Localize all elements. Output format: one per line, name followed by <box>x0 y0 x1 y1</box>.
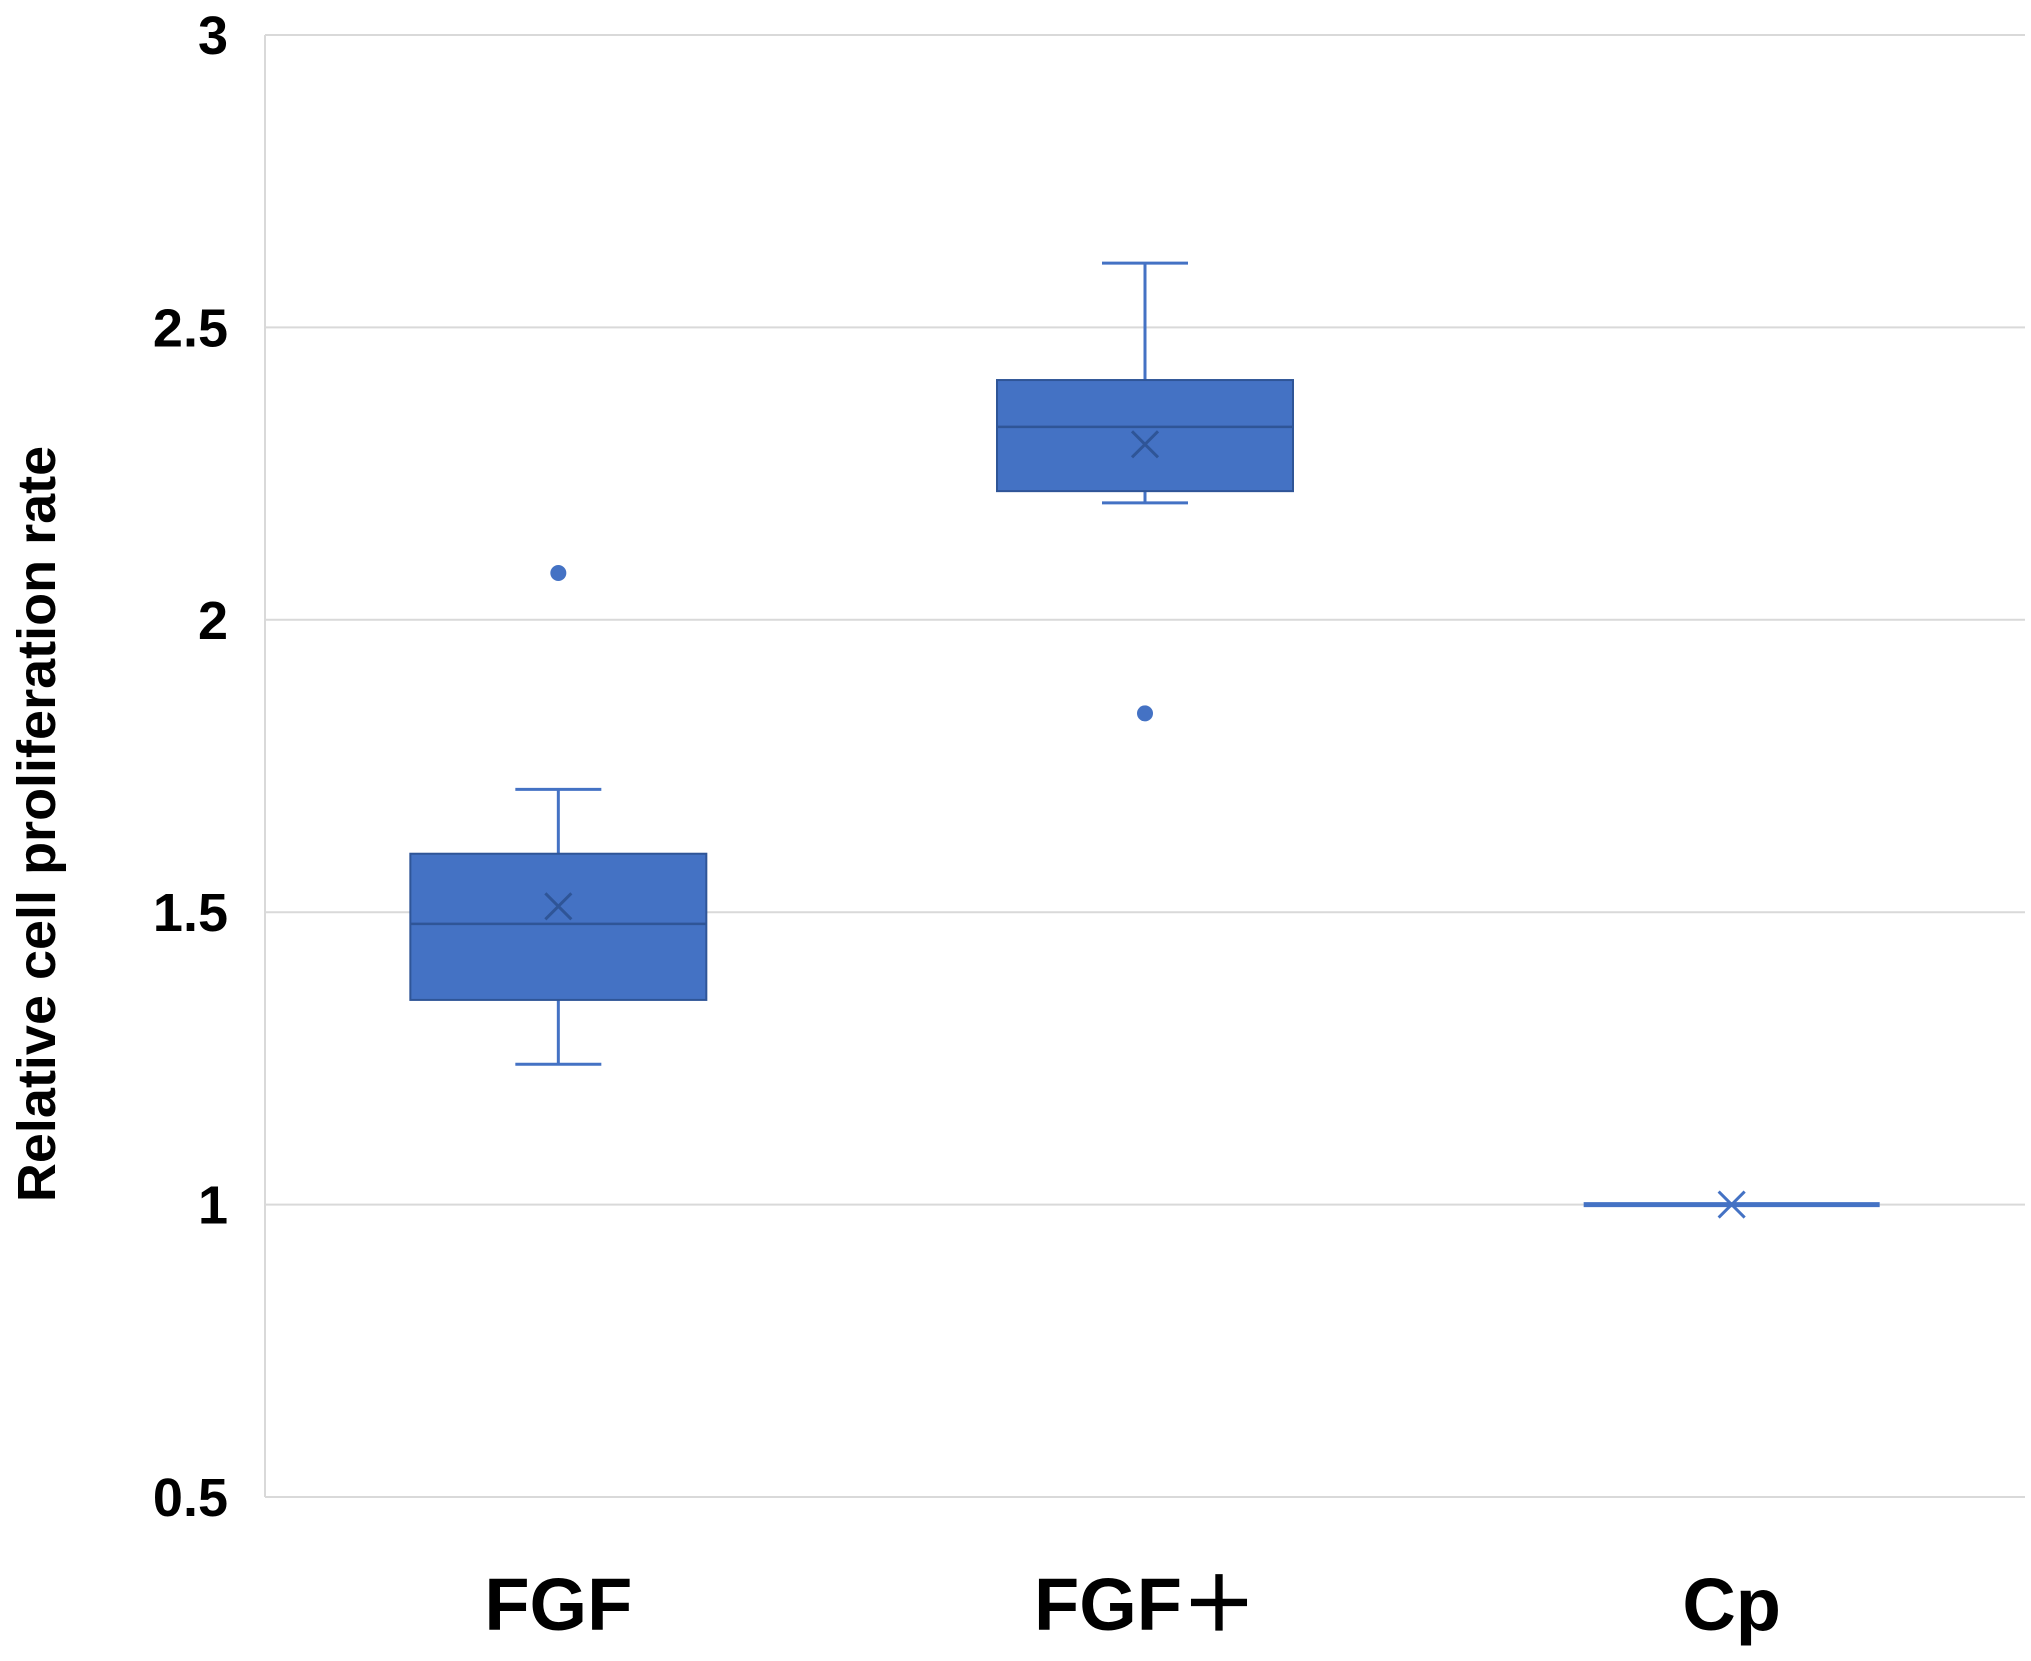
gridlines <box>265 34 2025 1498</box>
y-tick-label-0: 0.5 <box>153 1468 228 1528</box>
y-tick-label-1: 1 <box>198 1176 228 1236</box>
box-group-2 <box>1583 1190 1880 1219</box>
y-tick-label-5: 3 <box>198 6 228 66</box>
y-tick-label-3: 2 <box>198 591 228 651</box>
outlier-point-0 <box>550 565 567 582</box>
y-tick-label-4: 2.5 <box>153 298 228 358</box>
mean-marker-b <box>1717 1190 1746 1219</box>
y-axis-label: Relative cell proliferation rate <box>7 446 67 1202</box>
x-category-label-1: FGF＋ <box>1034 1563 1256 1646</box>
box-iqr <box>409 852 708 1001</box>
x-category-label-0: FGF <box>484 1563 632 1646</box>
y-tick-label-2: 1.5 <box>153 883 228 943</box>
y-tick-labels: 0.5 1 1.5 2 2.5 3 <box>153 6 228 1528</box>
box-group-1 <box>996 261 1294 722</box>
box-iqr <box>996 379 1294 493</box>
outlier-point-0 <box>1137 705 1153 722</box>
box-group-0 <box>409 565 708 1066</box>
x-category-label-2: Cp <box>1682 1563 1781 1646</box>
boxes <box>409 261 1880 1219</box>
mean-marker-b <box>544 892 573 921</box>
mean-marker-b <box>1130 430 1160 459</box>
x-category-labels: FGF FGF＋ Cp <box>484 1563 1781 1646</box>
